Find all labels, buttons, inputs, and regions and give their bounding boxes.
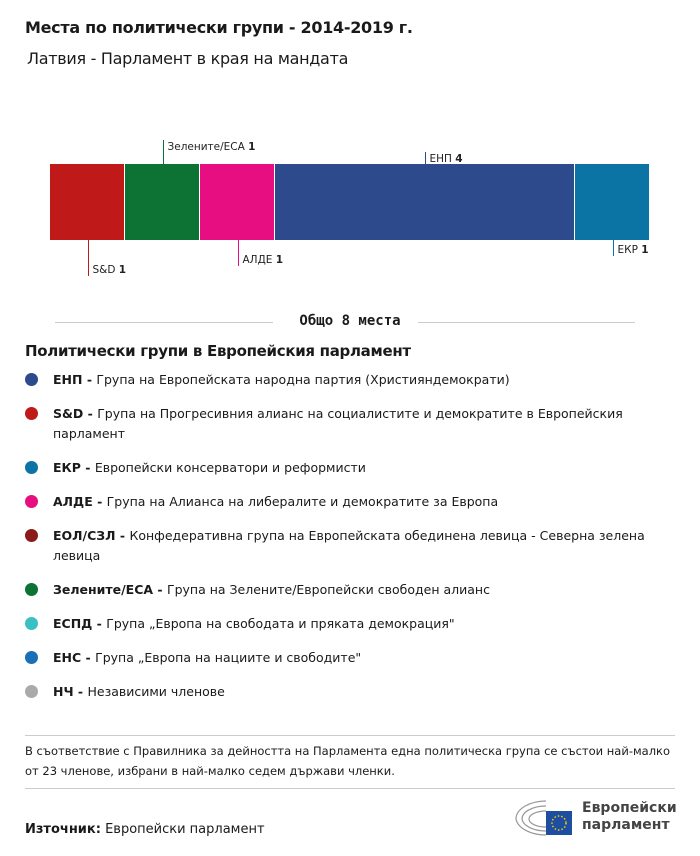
bar-label-name: S&D bbox=[93, 264, 119, 276]
legend-dot-icon bbox=[25, 583, 38, 596]
bar-segment bbox=[200, 164, 274, 240]
legend-dot-icon bbox=[25, 495, 38, 508]
legend-text: Зелените/ЕСА - Група на Зелените/Европей… bbox=[53, 582, 490, 597]
bar-label-name: ЕКР bbox=[618, 244, 642, 256]
bar-segment bbox=[275, 164, 574, 240]
legend-desc: Група „Европа на свободата и пряката дем… bbox=[106, 616, 455, 631]
divider bbox=[418, 322, 635, 323]
total-seats: Общо 8 места bbox=[0, 312, 700, 332]
bar-label-value: 1 bbox=[119, 264, 126, 276]
legend: ЕНП - Група на Европейската народна парт… bbox=[25, 370, 665, 716]
legend-dot-icon bbox=[25, 407, 38, 420]
source-label: Източник: bbox=[25, 822, 101, 837]
bar-label-name: ЕНП bbox=[430, 153, 456, 165]
legend-desc: Конфедеративна група на Европейската обе… bbox=[53, 528, 645, 563]
legend-abbr: ЕСПД bbox=[53, 616, 93, 631]
divider bbox=[55, 322, 273, 323]
legend-text: НЧ - Независими членове bbox=[53, 684, 225, 699]
legend-abbr: ЕНС bbox=[53, 650, 82, 665]
source-value: Европейски парламент bbox=[105, 822, 265, 837]
bar-label: S&D 1 bbox=[93, 264, 127, 276]
legend-desc: Група на Прогресивния алианс на социалис… bbox=[53, 406, 623, 441]
chart-subtitle: Латвия - Парламент в края на мандата bbox=[27, 49, 349, 68]
bar-label-value: 4 bbox=[455, 153, 462, 165]
legend-item: ЕНС - Група „Европа на нациите и свободи… bbox=[25, 648, 665, 668]
legend-dot-icon bbox=[25, 461, 38, 474]
legend-text: ЕКР - Европейски консерватори и реформис… bbox=[53, 460, 366, 475]
legend-abbr: S&D bbox=[53, 406, 84, 421]
legend-abbr: ЕКР bbox=[53, 460, 81, 475]
legend-dot-icon bbox=[25, 651, 38, 664]
legend-text: ЕСПД - Група „Европа на свободата и пряк… bbox=[53, 616, 455, 631]
bar-label: ЕНП 4 bbox=[430, 153, 463, 165]
legend-item: ЕКР - Европейски консерватори и реформис… bbox=[25, 458, 665, 478]
legend-desc: Независими членове bbox=[87, 684, 225, 699]
logo-line1: Европейски bbox=[582, 800, 677, 816]
legend-text: ЕНП - Група на Европейската народна парт… bbox=[53, 372, 510, 387]
legend-abbr: НЧ bbox=[53, 684, 74, 699]
legend-text: ЕНС - Група „Европа на нациите и свободи… bbox=[53, 650, 362, 665]
divider bbox=[25, 788, 675, 789]
parliament-logo-icon bbox=[515, 800, 572, 836]
bar-label: ЕКР 1 bbox=[618, 244, 649, 256]
logo-line2: парламент bbox=[582, 817, 670, 833]
legend-text: АЛДЕ - Група на Алианса на либералите и … bbox=[53, 494, 499, 509]
total-label: Общо 8 места bbox=[299, 313, 401, 329]
bar-segment bbox=[575, 164, 649, 240]
bar-segment bbox=[125, 164, 199, 240]
bar-label-value: 1 bbox=[641, 244, 648, 256]
legend-item: НЧ - Независими членове bbox=[25, 682, 665, 702]
source: Източник: Европейски парламент bbox=[25, 822, 265, 837]
legend-desc: Европейски консерватори и реформисти bbox=[94, 460, 366, 475]
chart-title: Места по политически групи - 2014-2019 г… bbox=[25, 18, 413, 37]
legend-dot-icon bbox=[25, 373, 38, 386]
bar-segment bbox=[50, 164, 124, 240]
legend-desc: Група на Зелените/Европейски свободен ал… bbox=[166, 582, 490, 597]
legend-abbr: АЛДЕ bbox=[53, 494, 93, 509]
bar-label-value: 1 bbox=[276, 254, 283, 266]
legend-item: S&D - Група на Прогресивния алианс на со… bbox=[25, 404, 665, 444]
legend-text: ЕОЛ/СЗЛ - Конфедеративна група на Европе… bbox=[53, 528, 645, 563]
bar-label-name: Зелените/ЕСА bbox=[168, 141, 249, 153]
legend-item: ЕСПД - Група „Европа на свободата и пряк… bbox=[25, 614, 665, 634]
legend-abbr: Зелените/ЕСА bbox=[53, 582, 154, 597]
bar-label: АЛДЕ 1 bbox=[243, 254, 284, 266]
divider bbox=[25, 735, 675, 736]
bar-label: Зелените/ЕСА 1 bbox=[168, 141, 256, 153]
legend-abbr: ЕНП bbox=[53, 372, 83, 387]
bar-label-value: 1 bbox=[248, 141, 255, 153]
legend-title: Политически групи в Европейския парламен… bbox=[25, 342, 411, 360]
legend-desc: Група „Европа на нациите и свободите" bbox=[95, 650, 362, 665]
bar-label-name: АЛДЕ bbox=[243, 254, 276, 266]
legend-dot-icon bbox=[25, 529, 38, 542]
legend-desc: Група на Алианса на либералите и демокра… bbox=[106, 494, 499, 509]
legend-desc: Група на Европейската народна партия (Хр… bbox=[96, 372, 510, 387]
legend-item: ЕНП - Група на Европейската народна парт… bbox=[25, 370, 665, 390]
footnote: В съответствие с Правилника за дейността… bbox=[25, 744, 671, 778]
legend-item: ЕОЛ/СЗЛ - Конфедеративна група на Европе… bbox=[25, 526, 665, 566]
legend-abbr: ЕОЛ/СЗЛ bbox=[53, 528, 116, 543]
legend-item: АЛДЕ - Група на Алианса на либералите и … bbox=[25, 492, 665, 512]
ep-logo: Европейски парламент bbox=[512, 797, 677, 837]
legend-dot-icon bbox=[25, 617, 38, 630]
legend-text: S&D - Група на Прогресивния алианс на со… bbox=[53, 406, 623, 441]
legend-item: Зелените/ЕСА - Група на Зелените/Европей… bbox=[25, 580, 665, 600]
legend-dot-icon bbox=[25, 685, 38, 698]
